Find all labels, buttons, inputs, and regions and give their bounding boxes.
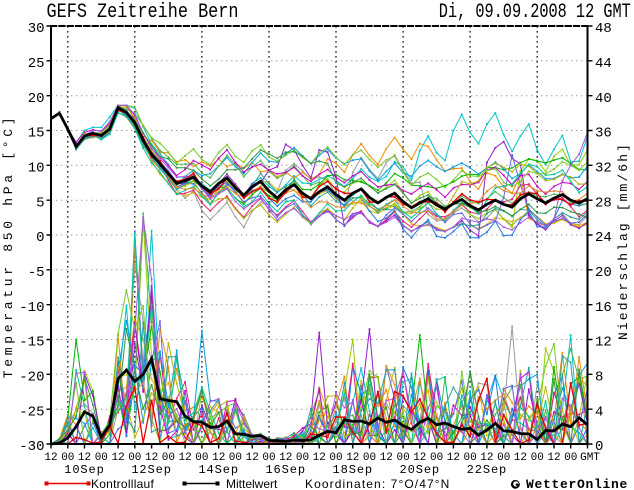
svg-text:00: 00: [296, 452, 309, 464]
svg-text:12: 12: [447, 452, 460, 464]
svg-text:00: 00: [430, 452, 443, 464]
svg-text:Niederschlag [mm/6h]: Niederschlag [mm/6h]: [616, 142, 631, 340]
svg-text:12: 12: [547, 452, 560, 464]
svg-text:12: 12: [178, 452, 191, 464]
svg-text:20: 20: [595, 265, 612, 281]
svg-text:20Sep: 20Sep: [400, 463, 441, 477]
svg-text:48: 48: [595, 21, 612, 37]
svg-text:00: 00: [162, 452, 175, 464]
svg-text:12: 12: [279, 452, 292, 464]
svg-text:00: 00: [61, 452, 74, 464]
svg-text:12: 12: [413, 452, 426, 464]
svg-text:12: 12: [44, 452, 57, 464]
svg-text:Mittelwert: Mittelwert: [226, 477, 278, 490]
svg-text:18Sep: 18Sep: [333, 463, 374, 477]
svg-text:Di, 09.09.2008 12 GMT: Di, 09.09.2008 12 GMT: [439, 1, 631, 24]
svg-text:12: 12: [145, 452, 158, 464]
svg-text:44: 44: [595, 56, 612, 72]
svg-text:12: 12: [78, 452, 91, 464]
svg-text:12: 12: [111, 452, 124, 464]
svg-text:12: 12: [480, 452, 493, 464]
svg-text:00: 00: [564, 452, 577, 464]
svg-text:Kontrolllauf: Kontrolllauf: [91, 477, 154, 490]
svg-text:-10: -10: [19, 300, 44, 316]
svg-text:-25: -25: [19, 404, 44, 420]
svg-text:00: 00: [195, 452, 208, 464]
svg-text:20: 20: [28, 91, 45, 107]
svg-text:-5: -5: [28, 265, 45, 281]
svg-text:30: 30: [28, 21, 45, 37]
svg-text:32: 32: [595, 161, 612, 177]
svg-text:12: 12: [595, 335, 612, 351]
svg-text:12: 12: [212, 452, 225, 464]
svg-text:GEFS Zeitreihe Bern: GEFS Zeitreihe Bern: [47, 1, 239, 24]
svg-text:Koordinaten: 7°O/47°N: Koordinaten: 7°O/47°N: [305, 477, 450, 490]
svg-text:4: 4: [595, 404, 603, 420]
svg-text:00: 00: [396, 452, 409, 464]
svg-text:15: 15: [28, 126, 45, 142]
svg-text:-15: -15: [19, 335, 44, 351]
svg-text:12: 12: [514, 452, 527, 464]
svg-text:24: 24: [595, 230, 612, 246]
svg-text:00: 00: [363, 452, 376, 464]
svg-text:00: 00: [229, 452, 242, 464]
svg-text:12: 12: [380, 452, 393, 464]
svg-text:-20: -20: [19, 370, 44, 386]
svg-text:-30: -30: [19, 439, 44, 455]
svg-text:0: 0: [36, 230, 44, 246]
svg-text:00: 00: [329, 452, 342, 464]
svg-text:00: 00: [95, 452, 108, 464]
svg-text:5: 5: [36, 195, 44, 211]
svg-text:10Sep: 10Sep: [64, 463, 105, 477]
svg-text:12: 12: [346, 452, 359, 464]
svg-text:Temperatur 850 hPa [°C]: Temperatur 850 hPa [°C]: [1, 114, 16, 379]
svg-text:12: 12: [246, 452, 259, 464]
svg-text:16: 16: [595, 300, 612, 316]
svg-text:12Sep: 12Sep: [131, 463, 172, 477]
svg-text:8: 8: [595, 370, 603, 386]
svg-text:00: 00: [262, 452, 275, 464]
svg-text:36: 36: [595, 126, 612, 142]
svg-text:00: 00: [128, 452, 141, 464]
svg-text:WetterOnline: WetterOnline: [526, 477, 628, 490]
svg-text:22Sep: 22Sep: [467, 463, 508, 477]
svg-text:10: 10: [28, 161, 45, 177]
svg-text:00: 00: [463, 452, 476, 464]
svg-text:0: 0: [595, 439, 603, 455]
svg-text:16Sep: 16Sep: [265, 463, 306, 477]
svg-text:12: 12: [313, 452, 326, 464]
svg-text:00: 00: [497, 452, 510, 464]
svg-text:40: 40: [595, 91, 612, 107]
svg-text:14Sep: 14Sep: [198, 463, 239, 477]
svg-text:25: 25: [28, 56, 45, 72]
svg-text:28: 28: [595, 195, 612, 211]
svg-text:00: 00: [531, 452, 544, 464]
svg-text:GMT: GMT: [580, 452, 600, 464]
